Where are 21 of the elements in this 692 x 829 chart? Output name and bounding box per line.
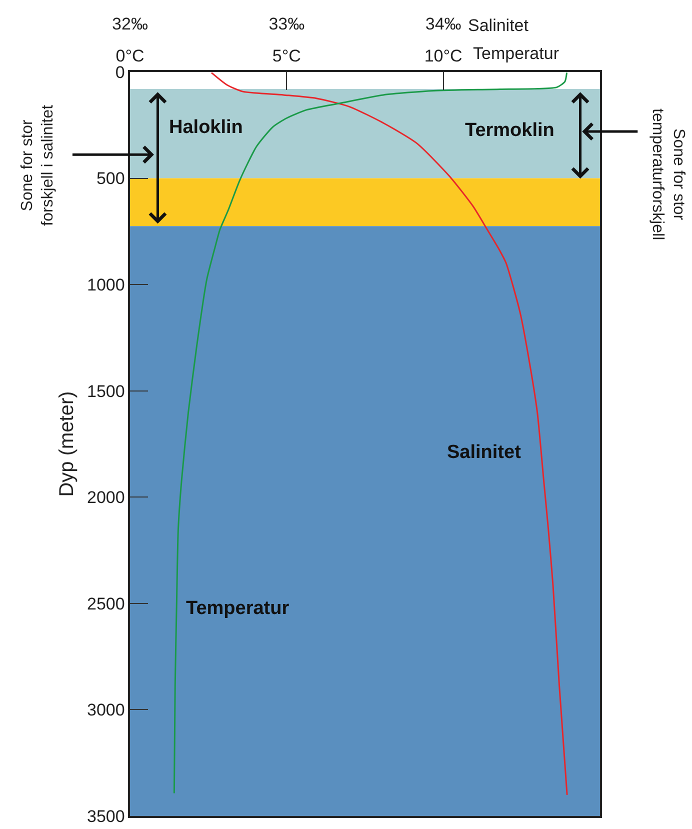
annotation: Haloklin	[169, 117, 243, 138]
text: Sone for stor forskjell i salinitet	[18, 104, 57, 226]
x2-tick-label: 10°C	[424, 46, 462, 66]
series-label: Temperatur	[186, 598, 290, 619]
x-tick-label: 32‰	[112, 14, 148, 34]
y-tick-label: 500	[96, 169, 125, 188]
y-tick-label: 2000	[87, 488, 125, 508]
x-tick-label: 34‰	[425, 14, 462, 34]
x2-axis-title: Temperatur	[473, 44, 560, 63]
y-tick-label: 1000	[87, 276, 125, 295]
annotation: Termoklin	[465, 120, 554, 141]
x-tick-label: 33‰	[268, 14, 305, 34]
text: Sone for stor temperaturforskjell	[649, 108, 687, 240]
x2-tick-label: 5°C	[272, 46, 301, 66]
y-axis-title: Dyp (meter)	[56, 391, 78, 497]
y-tick-label: 2500	[87, 594, 125, 614]
y-tick-label: 1500	[87, 382, 125, 401]
y-tick-label: 3500	[87, 806, 125, 826]
y-tick-label: 3000	[87, 700, 125, 720]
x-axis-title: Salinitet	[468, 16, 529, 35]
series-label: Salinitet	[447, 442, 522, 463]
